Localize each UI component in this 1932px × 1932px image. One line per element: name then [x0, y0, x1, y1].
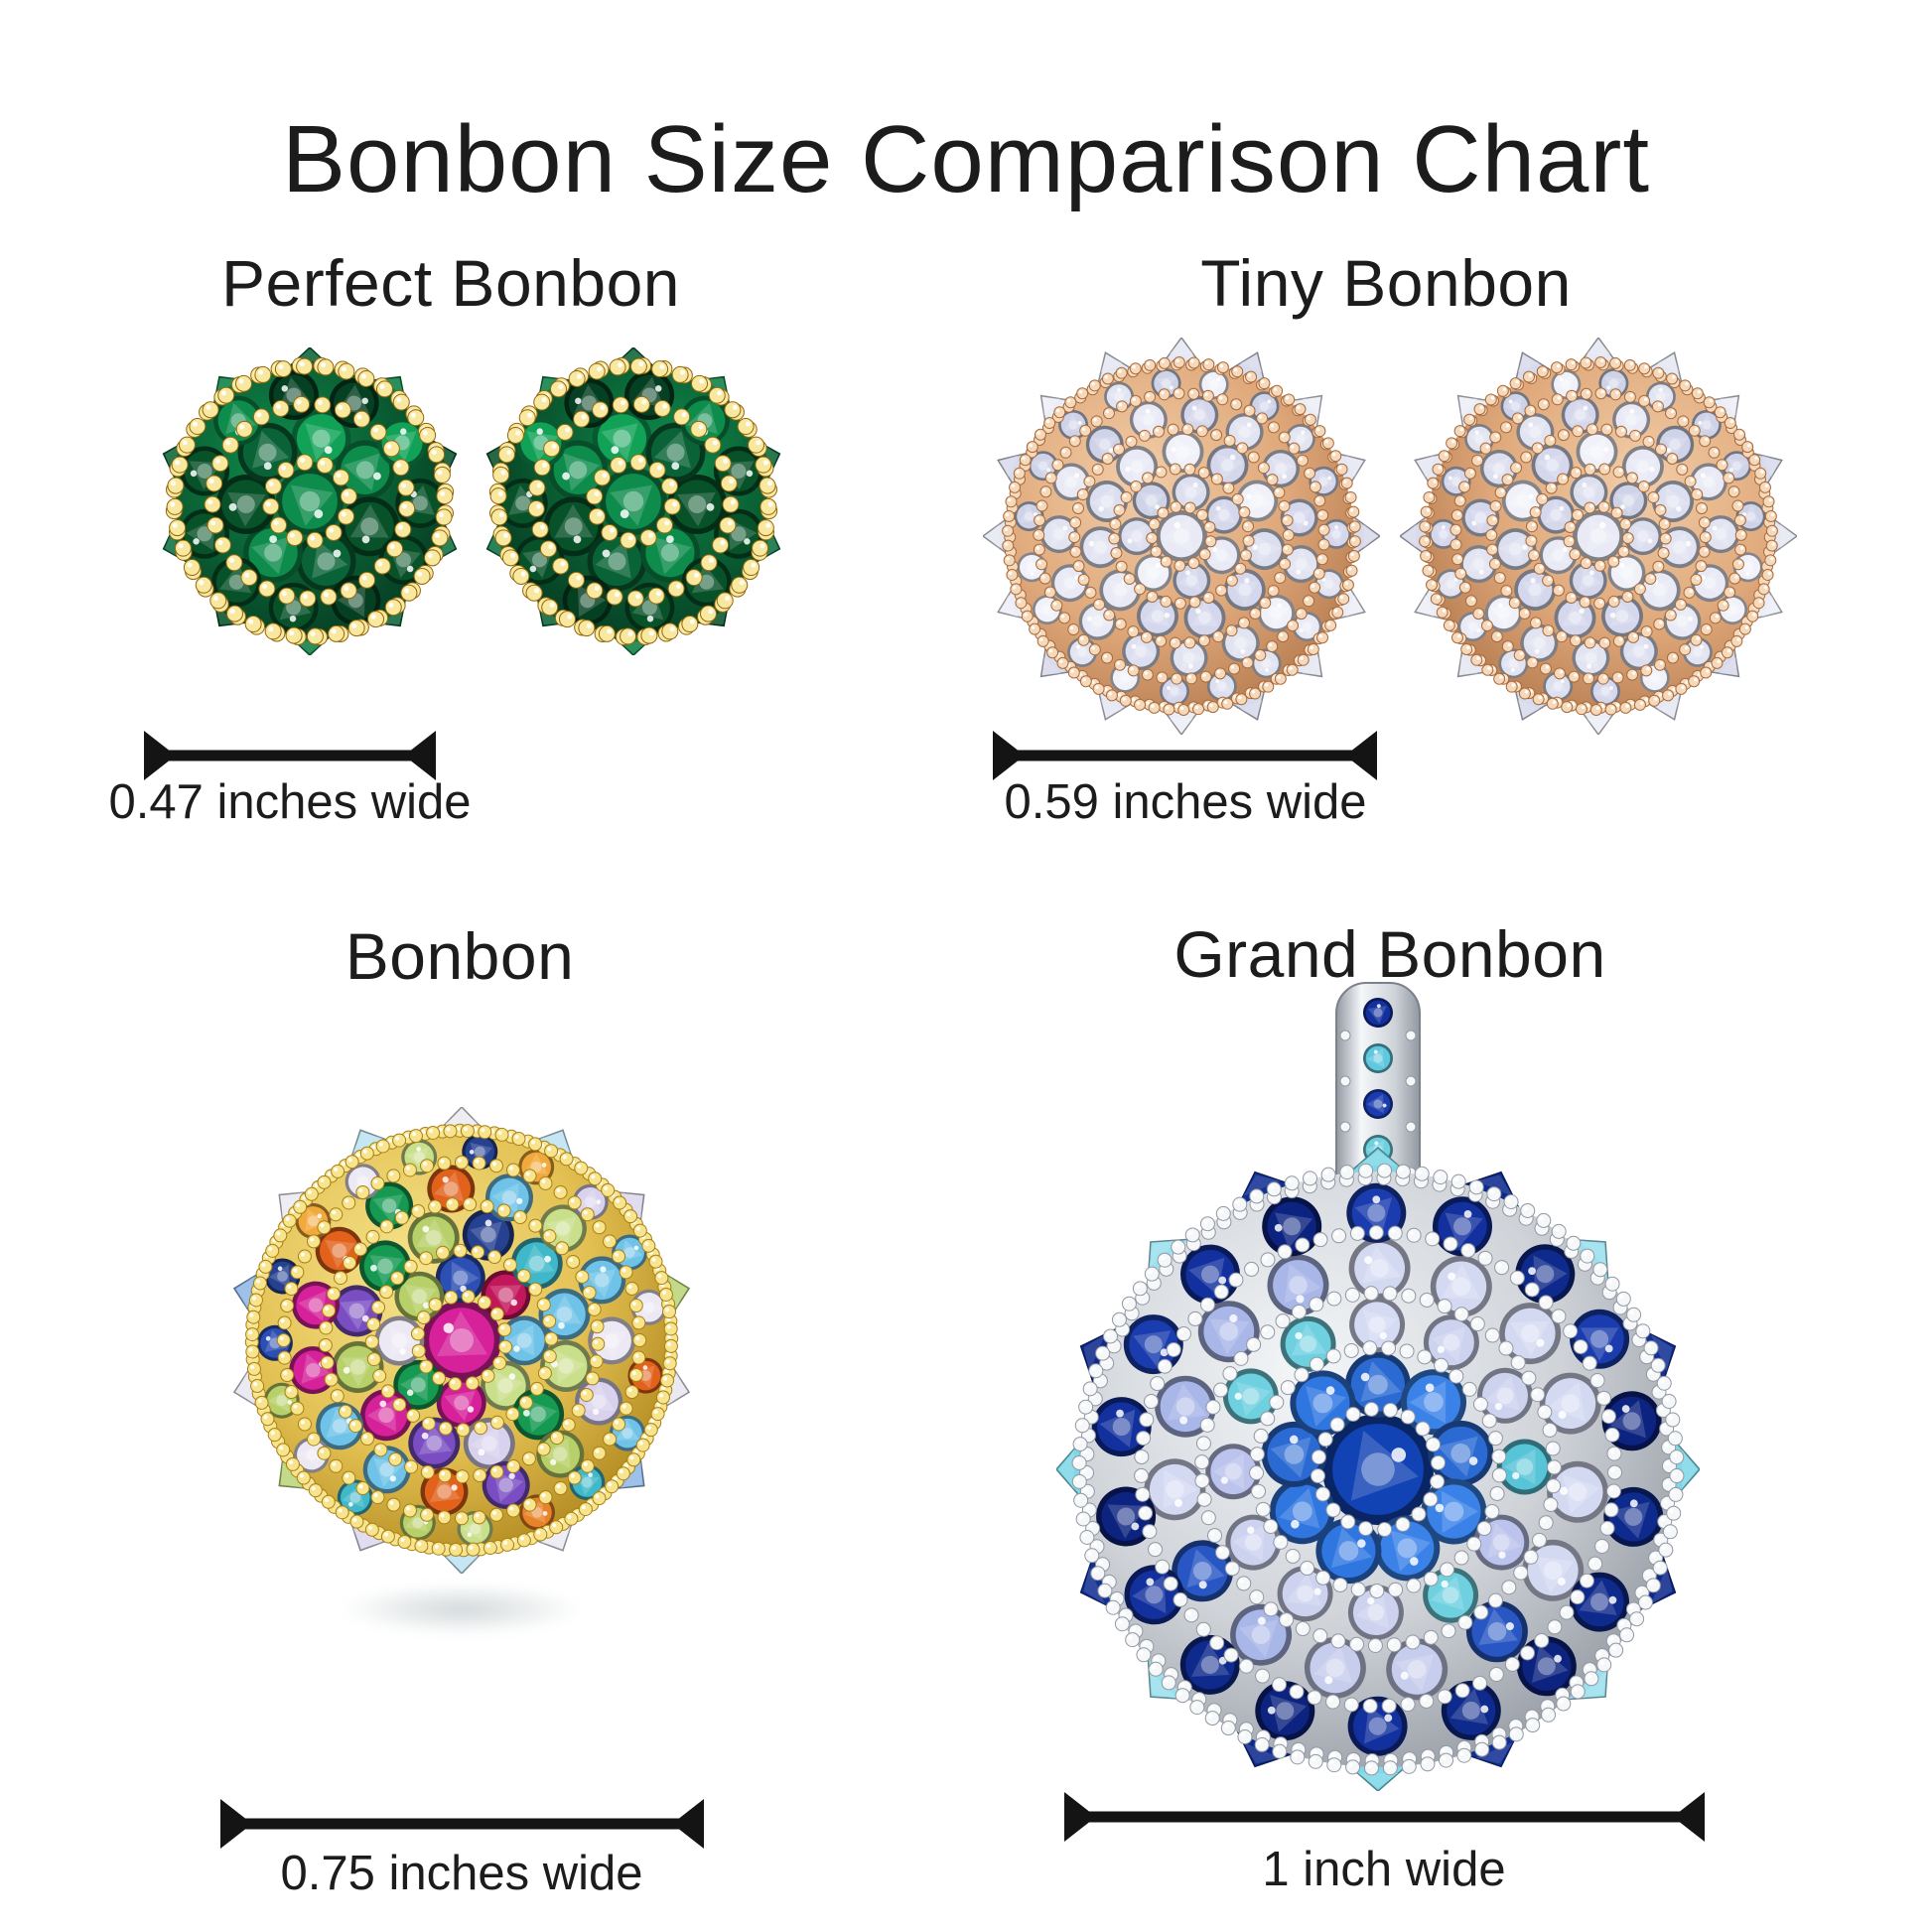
size-label: 0.75 inches wide [280, 1847, 643, 1900]
bonbon-photo-perfect-left [156, 345, 464, 657]
bonbon-photo-bonbon [228, 1105, 695, 1576]
size-label: 1 inch wide [1262, 1843, 1506, 1896]
bonbon-photo-tiny-right [1398, 336, 1799, 737]
size-label: 0.47 inches wide [108, 775, 472, 829]
size-label: 0.59 inches wide [1004, 775, 1367, 829]
bonbon-name-grand: Grand Bonbon [1173, 917, 1606, 991]
bonbon-photo-grand [1055, 959, 1701, 1792]
page-title: Bonbon Size Comparison Chart [281, 106, 1651, 213]
reflection-shadow [293, 1574, 630, 1645]
bonbon-photo-tiny-left [981, 336, 1382, 737]
bonbon-photo-perfect-right [480, 345, 787, 657]
bonbon-name-perfect: Perfect Bonbon [221, 246, 680, 320]
bonbon-name-bonbon: Bonbon [345, 919, 575, 993]
scale-bar [1064, 1789, 1705, 1845]
scale-bar [993, 728, 1377, 783]
bonbon-name-tiny: Tiny Bonbon [1200, 246, 1572, 320]
scale-bar [144, 728, 436, 783]
scale-bar [220, 1796, 704, 1852]
